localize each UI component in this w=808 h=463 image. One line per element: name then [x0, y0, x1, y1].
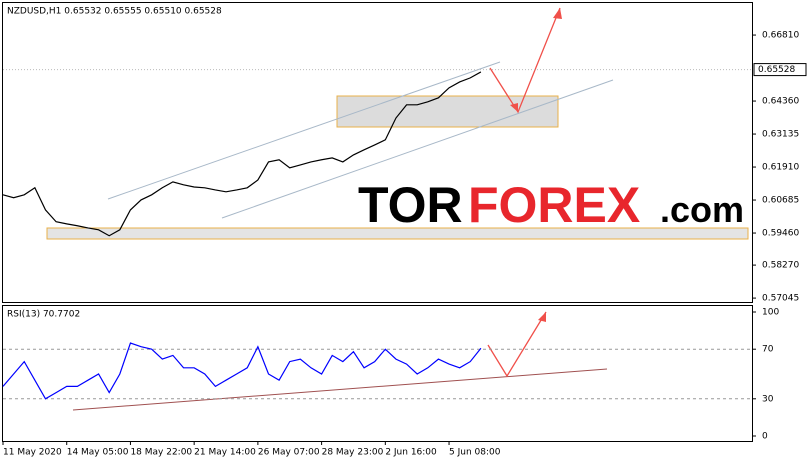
- watermark-text: .com: [660, 189, 744, 230]
- x-tick-label: 2 Jun 16:00: [385, 448, 437, 458]
- support-zone: [46, 227, 749, 240]
- arrow-head: [510, 103, 518, 112]
- y-tick-label: 0.64360: [762, 97, 799, 107]
- resistance-zone: [336, 95, 559, 128]
- x-tick-label: 26 May 07:00: [258, 448, 320, 458]
- y-tick-label: 0.59460: [762, 229, 799, 239]
- x-tick-label: 21 May 14:00: [194, 448, 256, 458]
- watermark-text: FOREX: [468, 177, 640, 233]
- y-tick-label: 0.58270: [762, 261, 799, 271]
- y-tick-label: 0: [762, 432, 768, 442]
- price-panel: [2, 2, 753, 303]
- forecast-arrow: [487, 311, 547, 378]
- x-tick-label: 11 May 2020: [3, 448, 62, 458]
- series-line: [2, 342, 482, 400]
- series-line: [2, 71, 482, 237]
- y-tick-label: 100: [762, 308, 779, 318]
- watermark-text: TOR: [358, 177, 463, 233]
- y-tick-label: 0.63135: [762, 130, 799, 140]
- price-box: [753, 63, 807, 77]
- x-tick-label: 5 Jun 08:00: [449, 448, 501, 458]
- y-tick-label: 0.61910: [762, 163, 799, 173]
- x-tick-label: 28 May 23:00: [322, 448, 384, 458]
- channel-line: [107, 61, 501, 200]
- arrow-head: [553, 8, 562, 19]
- rsi-panel: [2, 305, 753, 442]
- x-tick-label: 18 May 22:00: [130, 448, 192, 458]
- y-tick-label: 0.66810: [762, 31, 799, 41]
- y-tick-label: 70: [762, 345, 774, 355]
- channel-line: [221, 79, 614, 219]
- arrow-head: [538, 312, 546, 322]
- watermark: TOR FOREX .com: [358, 177, 744, 233]
- x-tick-label: 14 May 05:00: [67, 448, 129, 458]
- chart-title: RSI(13) 70.7702: [7, 310, 80, 320]
- y-tick-label: 0.60685: [762, 196, 799, 206]
- y-tick-label: 30: [762, 394, 774, 404]
- y-tick-label: 0.57045: [762, 294, 799, 304]
- price-label: 0.65528: [758, 65, 795, 75]
- chart-title: NZDUSD,H1 0.65532 0.65555 0.65510 0.6552…: [7, 7, 222, 17]
- rsi-trend-line: [72, 368, 608, 411]
